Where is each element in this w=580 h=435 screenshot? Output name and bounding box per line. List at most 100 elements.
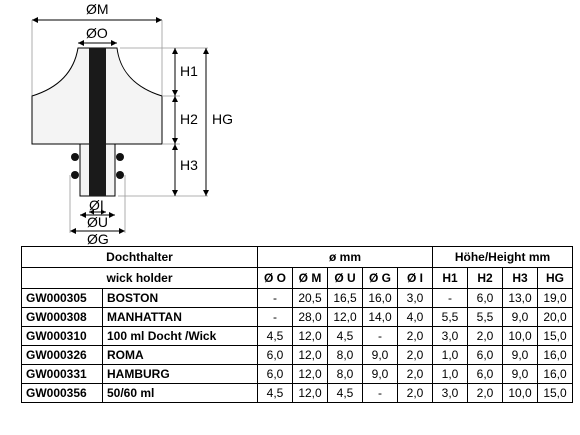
product-code: GW000326 — [21, 345, 103, 365]
table-cell: 3,0 — [432, 383, 468, 403]
table-cell: 3,0 — [432, 326, 468, 346]
table-cell: 6,0 — [467, 345, 503, 365]
table-cell: 4,5 — [257, 383, 293, 403]
product-code: GW000305 — [21, 288, 103, 308]
table-cell: 5,5 — [432, 307, 468, 327]
column-header: H3 — [502, 267, 538, 289]
table-cell: - — [257, 307, 293, 327]
diameter-group-header: ø mm — [257, 246, 433, 268]
product-code: GW000310 — [21, 326, 103, 346]
table-cell: - — [362, 383, 398, 403]
table-cell: 9,0 — [502, 345, 538, 365]
table-cell: 4,0 — [397, 307, 433, 327]
table-cell: 19,0 — [537, 288, 573, 308]
table-row: GW000310 100 ml Docht /Wick 4,5 12,0 4,5-2,0… — [21, 326, 573, 346]
table-cell: 16,0 — [537, 345, 573, 365]
table-cell: 2,0 — [467, 326, 503, 346]
table-cell: - — [432, 288, 468, 308]
table-cell: - — [362, 326, 398, 346]
table-cell: 4,5 — [257, 326, 293, 346]
column-header: HG — [537, 267, 573, 289]
title-line-2: wick holder — [21, 267, 258, 289]
table-cell: 6,0 — [467, 364, 503, 384]
table-cell: 12,0 — [292, 326, 328, 346]
h2-arrow-top — [172, 96, 178, 102]
title-line-1: Dochthalter — [21, 246, 258, 268]
crimp-dot — [116, 153, 124, 161]
column-header: Ø M — [292, 267, 328, 289]
oo-label: ØO — [86, 25, 108, 41]
ou-label: ØU — [87, 214, 108, 230]
table-cell: 14,0 — [362, 307, 398, 327]
crimp-dot — [71, 153, 79, 161]
og-arrow-left — [70, 228, 76, 234]
table-cell: 8,0 — [327, 345, 363, 365]
hg-label: HG — [212, 111, 233, 127]
table-row: GW000331 HAMBURG 6,0 12,0 8,0 9,0 2,0 1,0 6,0 9,0… — [21, 364, 573, 384]
table-cell: 6,0 — [257, 345, 293, 365]
h3-label: H3 — [180, 157, 198, 173]
oi-label: ØI — [89, 197, 104, 213]
table-cell: 15,0 — [537, 383, 573, 403]
table-cell: 13,0 — [502, 288, 538, 308]
table-cell: 6,0 — [257, 364, 293, 384]
h3-arrow-top — [172, 144, 178, 150]
product-name: 100 ml Docht /Wick — [102, 326, 258, 346]
column-header: Ø I — [397, 267, 433, 289]
table-cell: 12,0 — [292, 383, 328, 403]
crimp-dot — [71, 171, 79, 179]
hg-arrow-top — [203, 48, 209, 54]
table-column-header-row: wick holder Ø O Ø M Ø U Ø G Ø I H1 H2 H3… — [21, 267, 573, 289]
product-name: MANHATTAN — [102, 307, 258, 327]
h1-label: H1 — [180, 63, 198, 79]
table-row: GW000326 ROMA 6,0 12,0 8,0 9,0 2,0 1,0 6,0 9,0 16,… — [21, 345, 573, 365]
h1-arrow-bottom — [172, 90, 178, 96]
table-cell: 1,0 — [432, 364, 468, 384]
product-name: ROMA — [102, 345, 258, 365]
table-cell: 2,0 — [467, 383, 503, 403]
table-cell: 16,0 — [362, 288, 398, 308]
table-cell: 2,0 — [397, 326, 433, 346]
table-cell: 15,0 — [537, 326, 573, 346]
crimp-dot — [116, 171, 124, 179]
om-arrow-left — [32, 17, 38, 23]
column-header: H2 — [467, 267, 503, 289]
hg-arrow-bottom — [203, 190, 209, 196]
table-row: GW000356 50/60 ml 4,5 12,0 4,5-2,0 3,0 2,0 10,0… — [21, 383, 573, 403]
product-name: 50/60 ml — [102, 383, 258, 403]
table-cell: 9,0 — [502, 307, 538, 327]
oo-arrow-right — [111, 40, 117, 46]
column-header: H1 — [432, 267, 468, 289]
oi-arrow-left — [89, 209, 94, 215]
table-cell: 10,0 — [502, 326, 538, 346]
table-cell: 2,0 — [397, 364, 433, 384]
table-cell: 9,0 — [362, 345, 398, 365]
og-arrow-right — [119, 228, 125, 234]
table-row: GW000305 BOSTON -20,5 16,5 16,0 3,0-6,0 13,0 19… — [21, 288, 573, 308]
oi-arrow-right — [101, 209, 106, 215]
product-code: GW000308 — [21, 307, 103, 327]
table-cell: 20,5 — [292, 288, 328, 308]
table-cell: - — [257, 288, 293, 308]
wick-holder-spec-table: Dochthalter ø mm Höhe/Height mm wick hol… — [21, 246, 573, 403]
og-label: ØG — [87, 231, 109, 245]
h2-label: H2 — [180, 111, 198, 127]
table-cell: 12,0 — [292, 345, 328, 365]
table-cell: 4,5 — [327, 383, 363, 403]
ou-arrow-right — [109, 212, 115, 218]
om-arrow-right — [156, 17, 162, 23]
table-header-row: Dochthalter ø mm Höhe/Height mm — [21, 246, 573, 268]
table-cell: 28,0 — [292, 307, 328, 327]
column-header: Ø G — [362, 267, 398, 289]
table-cell: 2,0 — [397, 345, 433, 365]
product-name: BOSTON — [102, 288, 258, 308]
h1-arrow-top — [172, 48, 178, 54]
table-cell: 10,0 — [502, 383, 538, 403]
table-cell: 3,0 — [397, 288, 433, 308]
wick — [89, 48, 106, 196]
wick-holder-technical-drawing: ØM ØO H1 H2 H3 HG ØI ØU ØG — [31, 1, 233, 245]
table-cell: 9,0 — [502, 364, 538, 384]
column-header: Ø U — [327, 267, 363, 289]
table-cell: 16,0 — [537, 364, 573, 384]
h3-arrow-bottom — [172, 190, 178, 196]
